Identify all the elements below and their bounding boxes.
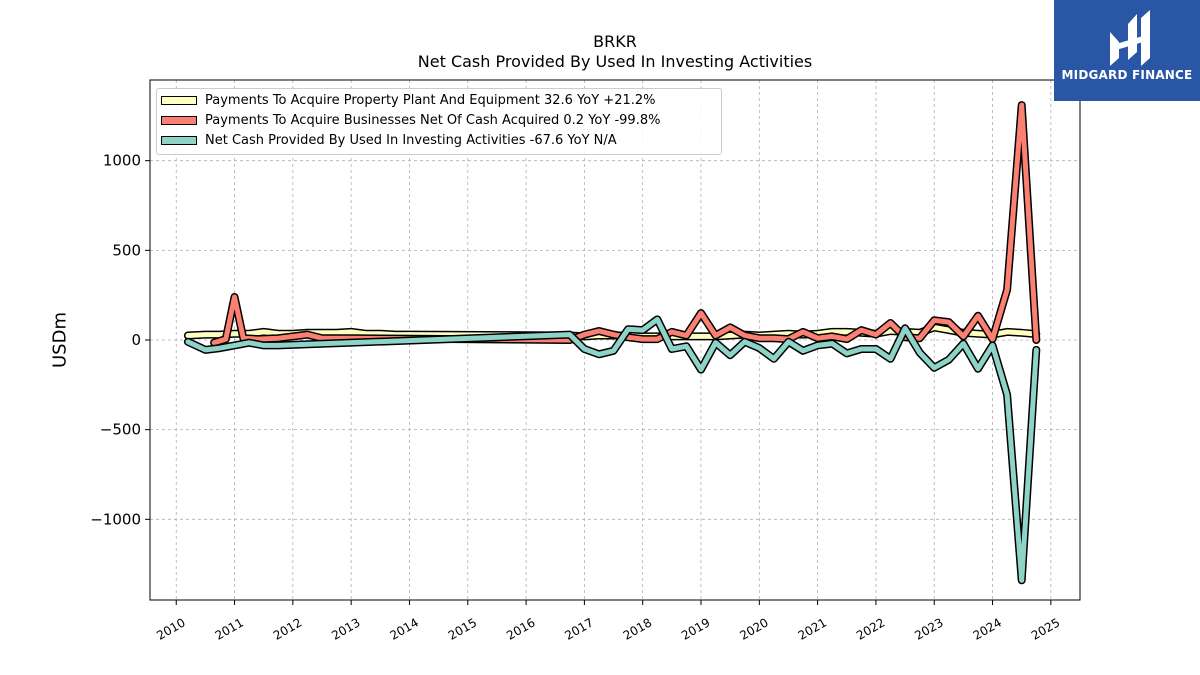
x-tick-label: 2011 [213,615,246,642]
legend-label-investing: Net Cash Provided By Used In Investing A… [205,133,617,148]
chart-legend: Payments To Acquire Property Plant And E… [156,88,722,155]
series-line-2 [185,316,1039,583]
x-tick-label: 2025 [1029,615,1062,642]
logo-mark-icon [1110,10,1150,66]
chart-title-block: BRKR Net Cash Provided By Used In Invest… [150,32,1080,72]
series-outline-2 [183,315,1041,585]
legend-label-ppe: Payments To Acquire Property Plant And E… [205,93,656,108]
x-tick-label: 2017 [562,615,595,642]
x-tick-label: 2010 [154,615,187,642]
x-tick-label: 2014 [388,615,421,642]
y-tick-label: 1000 [103,152,141,170]
x-tick-label: 2023 [912,615,945,642]
x-tick-label: 2015 [446,615,479,642]
x-tick-label: 2020 [737,615,770,642]
x-tick-label: 2013 [329,615,362,642]
x-tick-label: 2024 [971,615,1004,642]
y-tick-label: −500 [100,421,141,439]
chart-subtitle: Net Cash Provided By Used In Investing A… [417,52,813,71]
x-tick-label: 2018 [621,615,654,642]
x-tick-label: 2022 [854,615,887,642]
series-line-1 [211,102,1039,346]
legend-swatch-investing [161,136,197,145]
brand-logo: MIDGARD FINANCE [1054,0,1200,101]
legend-label-acquisitions: Payments To Acquire Businesses Net Of Ca… [205,113,661,128]
y-tick-label: −1000 [90,510,141,528]
x-tick-label: 2012 [271,615,304,642]
y-axis-label: USDm [49,312,71,368]
logo-text: MIDGARD FINANCE [1061,68,1193,82]
x-tick-label: 2019 [679,615,712,642]
x-tick-label: 2016 [504,615,537,642]
chart-title: BRKR [593,32,637,51]
x-tick-label: 2021 [796,615,829,642]
series-group [183,101,1041,585]
legend-swatch-ppe [161,96,197,105]
y-tick-label: 0 [131,331,141,349]
y-tick-label: 500 [112,241,141,259]
legend-swatch-acquisitions [161,116,197,125]
